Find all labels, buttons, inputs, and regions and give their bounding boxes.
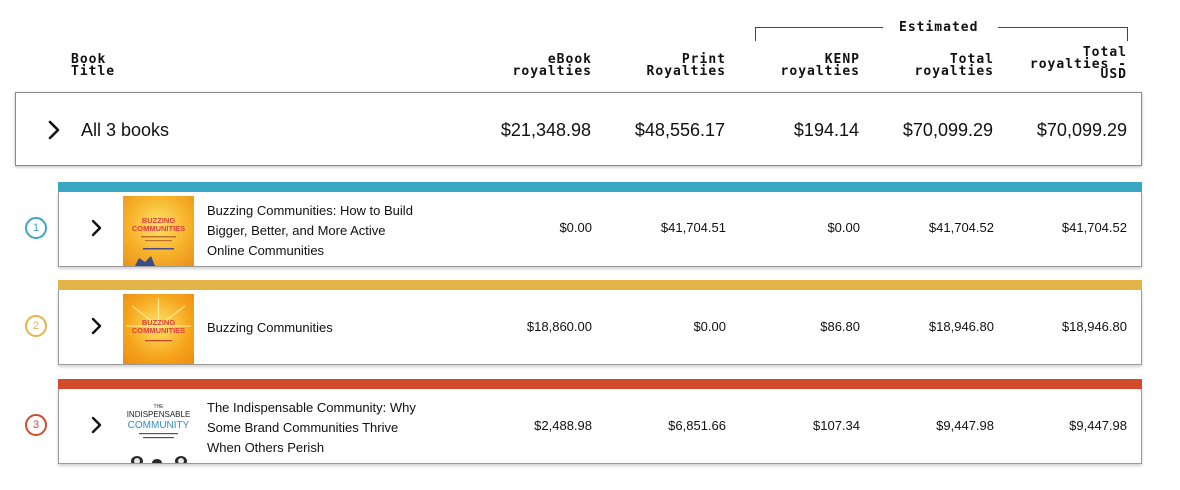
book-title-line: Online Communities bbox=[207, 243, 325, 258]
summary-total-value: $70,099.29 bbox=[902, 120, 993, 140]
book-cover-image: BUZZING COMMUNITIES bbox=[123, 294, 194, 364]
estimated-bracket-right bbox=[998, 27, 1128, 41]
estimated-bracket-left bbox=[755, 27, 883, 41]
ebook-value: $18,860.00 bbox=[526, 319, 592, 334]
column-header-total-usd: Total royalties - USD bbox=[1010, 45, 1127, 82]
summary-row-all-books[interactable]: All 3 books $21,348.98 $48,556.17 $194.1… bbox=[15, 92, 1142, 166]
chevron-right-icon[interactable] bbox=[45, 119, 63, 141]
chevron-right-icon[interactable] bbox=[90, 415, 104, 435]
summary-print-value: $48,556.17 bbox=[634, 120, 725, 140]
book-cover-image: BUZZING COMMUNITIES bbox=[123, 196, 194, 266]
header-text: KENP bbox=[824, 52, 860, 67]
book-row-2[interactable]: BUZZING COMMUNITIES Buzzing Communities … bbox=[58, 290, 1142, 365]
column-header-print: Print Royalties bbox=[616, 52, 726, 79]
summary-usd-value: $70,099.29 bbox=[1036, 120, 1127, 140]
header-text: royalties bbox=[780, 64, 860, 79]
print-value: $0.00 bbox=[693, 319, 726, 334]
cover-title-text: THE bbox=[154, 404, 165, 410]
kenp-value: $0.00 bbox=[827, 220, 860, 235]
print-value: $6,851.66 bbox=[668, 418, 726, 433]
book-title: Buzzing Communities: How to Build Bigger… bbox=[207, 201, 452, 261]
book-2-color-bar bbox=[58, 280, 1142, 290]
header-text: Total bbox=[949, 52, 994, 67]
kenp-value: $107.34 bbox=[813, 418, 860, 433]
chevron-right-icon[interactable] bbox=[90, 218, 104, 238]
book-title-line: The Indispensable Community: Why bbox=[207, 400, 416, 415]
print-value: $41,704.51 bbox=[660, 220, 726, 235]
usd-value: $9,447.98 bbox=[1069, 418, 1127, 433]
cover-title-text: COMMUNITIES bbox=[132, 326, 185, 335]
estimated-label: Estimated bbox=[899, 20, 979, 35]
header-text: Royalties bbox=[646, 64, 726, 79]
book-title-line: Buzzing Communities bbox=[207, 320, 333, 335]
book-1-index-badge: 1 bbox=[25, 217, 47, 239]
column-header-ebook: eBook royalties bbox=[490, 52, 592, 79]
column-header-total: Total royalties bbox=[890, 52, 994, 79]
chevron-right-icon[interactable] bbox=[90, 316, 104, 336]
usd-value: $41,704.52 bbox=[1061, 220, 1127, 235]
usd-value: $18,946.80 bbox=[1061, 319, 1127, 334]
ebook-value: $2,488.98 bbox=[534, 418, 592, 433]
summary-kenp-value: $194.14 bbox=[793, 120, 859, 140]
column-header-book-title: Book Title bbox=[71, 52, 116, 79]
book-title: Buzzing Communities bbox=[207, 318, 452, 338]
total-value: $18,946.80 bbox=[928, 319, 994, 334]
book-title-line: Bigger, Better, and More Active bbox=[207, 223, 386, 238]
header-text: Book bbox=[71, 52, 107, 67]
header-text: royalties bbox=[512, 64, 592, 79]
header-text: eBook bbox=[547, 52, 592, 67]
total-value: $9,447.98 bbox=[936, 418, 994, 433]
header-text: royalties bbox=[914, 64, 994, 79]
book-1-color-bar bbox=[58, 182, 1142, 192]
cover-title-text: INDISPENSABLE bbox=[127, 410, 191, 419]
header-text: Total bbox=[1082, 45, 1127, 60]
kenp-value: $86.80 bbox=[820, 319, 860, 334]
book-row-3[interactable]: THE INDISPENSABLE COMMUNITY The Indispen… bbox=[58, 389, 1142, 464]
cover-title-text: BUZZING bbox=[142, 216, 175, 225]
book-3-index-badge: 3 bbox=[25, 414, 47, 436]
cover-title-text: COMMUNITY bbox=[128, 420, 190, 431]
book-title-line: When Others Perish bbox=[207, 440, 325, 455]
header-text: Title bbox=[71, 64, 116, 79]
book-title-line: Some Brand Communities Thrive bbox=[207, 420, 399, 435]
book-title: The Indispensable Community: Why Some Br… bbox=[207, 398, 452, 458]
ebook-value: $0.00 bbox=[559, 220, 592, 235]
book-cover-image: THE INDISPENSABLE COMMUNITY bbox=[123, 393, 194, 463]
header-text: Print bbox=[681, 52, 726, 67]
column-header-kenp: KENP royalties bbox=[756, 52, 860, 79]
summary-ebook-value: $21,348.98 bbox=[500, 120, 591, 140]
book-row-1[interactable]: BUZZING COMMUNITIES Buzzing Communities:… bbox=[58, 192, 1142, 267]
total-value: $41,704.52 bbox=[928, 220, 994, 235]
summary-label: All 3 books bbox=[81, 120, 170, 140]
header-text: USD bbox=[1100, 67, 1127, 82]
book-2-index-badge: 2 bbox=[25, 315, 47, 337]
book-3-color-bar bbox=[58, 379, 1142, 389]
book-title-line: Buzzing Communities: How to Build bbox=[207, 203, 413, 218]
cover-title-text: BUZZING bbox=[142, 318, 175, 327]
header-text: royalties - bbox=[1029, 57, 1127, 72]
cover-title-text: COMMUNITIES bbox=[132, 224, 185, 233]
